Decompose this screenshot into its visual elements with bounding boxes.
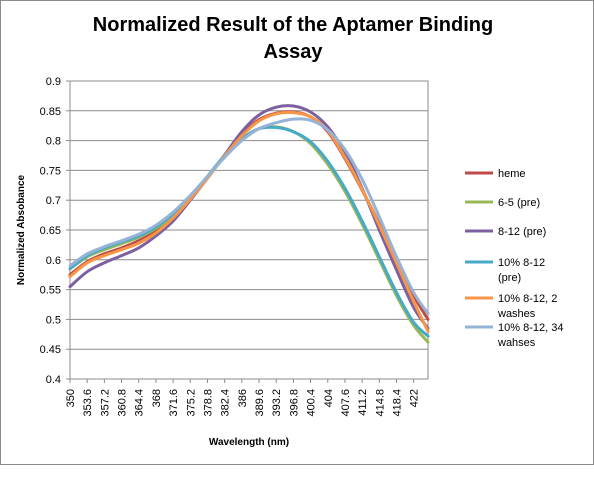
x-tick-label: 418.4	[391, 389, 403, 417]
y-tick-label: 0.85	[40, 106, 61, 118]
x-tick-label: 422	[409, 389, 421, 407]
series-lines	[68, 104, 430, 344]
x-tick-label: 396.8	[288, 389, 300, 417]
y-tick-label: 0.4	[46, 374, 61, 386]
x-tick-label: 360.8	[117, 389, 129, 417]
legend-label: 10% 8-12	[498, 257, 545, 269]
x-tick-label: 386	[237, 389, 249, 407]
series-line-1	[68, 125, 430, 344]
x-tick-label: 407.6	[340, 389, 352, 417]
x-tick-label: 364.4	[134, 389, 146, 417]
y-tick-label: 0.7	[46, 195, 61, 207]
x-tick-label: 357.2	[99, 389, 111, 417]
x-tick-label: 404	[323, 389, 335, 407]
legend-label: 10% 8-12, 34	[498, 322, 563, 334]
y-tick-label: 0.55	[40, 285, 61, 297]
y-axis-label: Normalized Absobance	[16, 174, 27, 285]
legend: heme 6-5 (pre) 8-12 (pre) 10% 8-12 (pre) 10% …	[465, 168, 563, 349]
x-tick-label: 393.2	[271, 389, 283, 417]
y-tick-label: 0.45	[40, 344, 61, 356]
y-tick-label: 0.6	[46, 255, 61, 267]
x-tick-label: 353.6	[82, 389, 94, 417]
legend-label: 8-12 (pre)	[498, 226, 546, 238]
legend-label: 10% 8-12, 2	[498, 293, 557, 305]
x-tick-label: 400.4	[306, 389, 318, 417]
chart-title-line-1: Normalized Result of the Aptamer Binding	[93, 14, 493, 36]
chart-frame	[0, 0, 594, 465]
legend-label: (pre)	[498, 272, 521, 284]
x-tick-label: 411.2	[357, 389, 369, 416]
series-line-3	[68, 125, 430, 338]
y-axis-ticks: 0.9 0.85 0.8 0.75 0.7 0.65 0.6 0.55 0.5 0.45 0.4	[40, 76, 70, 386]
series-line-4	[68, 110, 430, 333]
y-tick-label: 0.75	[40, 165, 61, 177]
x-tick-label: 350	[65, 389, 77, 407]
legend-label: heme	[498, 168, 526, 180]
legend-label: wahses	[497, 337, 536, 349]
x-axis-ticks: 350 353.6 357.2 360.8 364.4 368 371.6 375.2 378.…	[65, 379, 421, 417]
y-tick-label: 0.5	[46, 314, 61, 326]
legend-label: washes	[497, 308, 536, 320]
y-tick-label: 0.65	[40, 225, 61, 237]
y-tick-label: 0.9	[46, 76, 61, 88]
series-line-5	[68, 117, 430, 315]
x-tick-label: 414.8	[374, 389, 386, 417]
chart-title-line-2: Assay	[264, 41, 324, 63]
y-tick-label: 0.8	[46, 136, 61, 148]
x-tick-label: 382.4	[220, 389, 232, 417]
x-tick-label: 375.2	[185, 389, 197, 417]
x-tick-label: 368	[151, 389, 163, 407]
x-tick-label: 389.6	[254, 389, 266, 417]
legend-label: 6-5 (pre)	[498, 197, 540, 209]
x-axis-label: Wavelength (nm)	[209, 437, 289, 448]
x-tick-label: 371.6	[168, 389, 180, 417]
x-tick-label: 378.8	[202, 389, 214, 417]
